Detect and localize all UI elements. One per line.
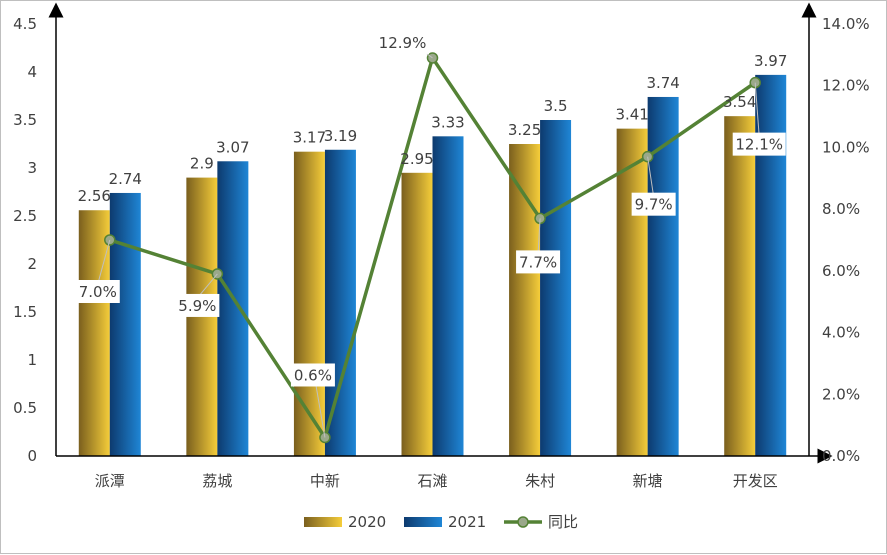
bar-label-2020-3: 2.95	[400, 150, 433, 168]
y-left-tick-label: 2	[27, 255, 37, 273]
legend: 2020 2021 同比	[304, 513, 578, 531]
line-label-5: 9.7%	[635, 196, 673, 214]
bar-label-2020-1: 2.9	[190, 155, 214, 173]
legend-label-2021: 2021	[448, 513, 486, 531]
y-left-tick-label: 1.5	[13, 303, 37, 321]
y-right-tick-label: 10.0%	[822, 138, 870, 156]
bar-label-2020-6: 3.54	[723, 93, 756, 111]
line-label-box-2	[290, 363, 335, 387]
y-left-tick-label: 1	[27, 351, 37, 369]
bar-label-2021-5: 3.74	[646, 74, 679, 92]
y-left-tick-label: 0	[27, 447, 37, 465]
x-tick-label: 新塘	[633, 472, 663, 490]
y-right-tick-label: 8.0%	[822, 200, 860, 218]
bar-2021-1	[217, 161, 249, 456]
line-label-1: 5.9%	[178, 297, 216, 315]
legend-swatch-marker	[517, 516, 529, 528]
bar-label-2020-2: 3.17	[293, 129, 326, 147]
bar-label-2020-4: 3.25	[508, 121, 541, 139]
x-tick-label: 荔城	[202, 472, 232, 490]
line-label-box-4	[516, 250, 561, 274]
bars-layer	[78, 74, 787, 457]
legend-label-同比: 同比	[548, 513, 578, 531]
bar-2020-3	[401, 172, 433, 457]
bar-2021-0	[109, 192, 141, 456]
y-left-tick-label: 2.5	[13, 207, 37, 225]
bar-2020-0	[78, 210, 110, 456]
y-left-tick-label: 3	[27, 159, 37, 177]
bar-label-2021-2: 3.19	[324, 127, 357, 145]
bar-label-2020-5: 3.41	[615, 106, 648, 124]
data-labels-layer: 2.56 2.9 3.17 2.95 3.25 3.41 3.54 2.74 3.07 3.19 3…	[75, 30, 787, 438]
line-label-box-5	[631, 192, 676, 216]
bar-2021-5	[647, 96, 679, 457]
line-label-6: 12.1%	[735, 136, 783, 154]
x-tick-label: 朱村	[525, 472, 555, 490]
bar-2020-5	[616, 128, 648, 456]
line-label-box-3	[376, 30, 429, 54]
bar-2020-6	[724, 116, 756, 456]
x-tick-label: 开发区	[733, 472, 778, 490]
bar-label-2021-3: 3.33	[431, 113, 464, 131]
x-tick-label: 石滩	[417, 472, 447, 490]
line-leader-5	[647, 156, 655, 197]
bar-label-2021-6: 3.97	[754, 52, 787, 70]
y-left-tick-label: 4.5	[13, 15, 37, 33]
y-left-tick-label: 4	[27, 63, 37, 81]
bar-2020-4	[509, 144, 541, 456]
axes-layer: 00.511.522.533.544.50.0%2.0%4.0%6.0%8.0%…	[13, 2, 870, 490]
y-left-tick-label: 3.5	[13, 111, 37, 129]
bar-2021-6	[755, 74, 787, 456]
line-leader-4	[537, 218, 541, 255]
y-left-tick-label: 0.5	[13, 399, 37, 417]
line-label-3: 12.9%	[379, 34, 427, 52]
legend-label-2020: 2020	[348, 513, 386, 531]
y-right-tick-label: 0.0%	[822, 447, 860, 465]
line-leader-6	[754, 82, 760, 137]
x-tick-label: 中新	[310, 472, 340, 490]
y-right-tick-label: 6.0%	[822, 262, 860, 280]
bar-label-2021-1: 3.07	[216, 138, 249, 156]
y-right-tick-label: 14.0%	[822, 15, 870, 33]
line-label-box-1	[175, 293, 220, 317]
bar-2021-2	[324, 149, 356, 456]
line-label-box-6	[732, 132, 786, 156]
bar-label-2021-4: 3.5	[544, 97, 568, 115]
y-right-tick-label: 2.0%	[822, 385, 860, 403]
line-label-0: 7.0%	[79, 283, 117, 301]
line-label-2: 0.6%	[294, 366, 332, 384]
bar-2021-3	[432, 136, 464, 456]
y-right-tick-label: 12.0%	[822, 77, 870, 95]
line-label-4: 7.7%	[519, 253, 557, 271]
bar-label-2021-0: 2.74	[109, 170, 142, 188]
x-tick-label: 派潭	[95, 472, 125, 490]
legend-swatch-2020	[304, 517, 342, 527]
line-label-box-0	[75, 280, 120, 303]
bar-2021-4	[540, 120, 572, 456]
y-right-tick-label: 4.0%	[822, 324, 860, 342]
line-leader-0	[97, 239, 111, 285]
bar-label-2020-0: 2.56	[78, 187, 111, 205]
legend-swatch-2021	[404, 517, 442, 527]
